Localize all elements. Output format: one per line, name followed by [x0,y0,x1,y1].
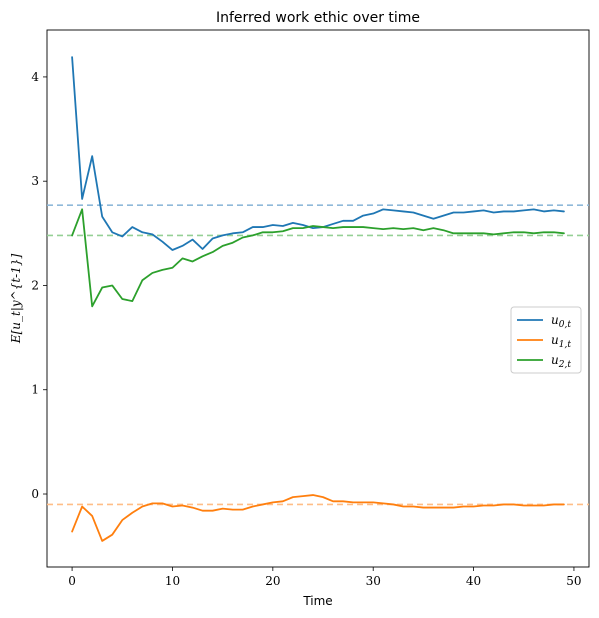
series-line-0 [71,56,565,251]
y-axis-label-group: E[u_t|y^{t-1}] [9,254,23,345]
axes-box [46,29,590,568]
y-axis-label: E[u_t|y^{t-1}] [9,254,23,345]
series-lines [71,56,565,542]
x-axis-label: Time [302,594,332,608]
series-line-2 [71,208,565,308]
chart-title: Inferred work ethic over time [216,10,420,26]
legend: u0,tu1,tu2,t [510,306,582,374]
y-tick-label-3: 3 [31,174,39,188]
y-tick-label-0: 0 [31,487,39,501]
axes-frame [46,29,590,568]
reference-lines [47,204,589,506]
y-tick-label-2: 2 [31,278,39,292]
x-tick-label-5: 50 [566,574,581,588]
legend-label-main-0: u [551,313,559,327]
legend-label-main-2: u [551,353,559,367]
legend-label-main-1: u [551,333,559,347]
x-tick-label-0: 0 [68,574,76,588]
y-axis-ticks: 0 1 2 3 4 [31,70,47,501]
x-tick-label-1: 10 [165,574,180,588]
legend-label-sub-1: 1,t [559,340,572,350]
x-axis-ticks: 0 10 20 30 40 50 [68,567,582,588]
legend-label-sub-2: 2,t [558,360,572,370]
y-tick-label-1: 1 [31,383,39,397]
legend-label-1: u1,t [551,333,571,350]
legend-label-0: u0,t [551,313,571,330]
series-line-1 [71,494,565,542]
legend-label-sub-0: 0,t [559,320,572,330]
y-tick-label-4: 4 [31,70,39,84]
x-tick-label-4: 40 [466,574,481,588]
x-tick-label-3: 30 [366,574,381,588]
legend-box [510,306,582,374]
x-tick-label-2: 20 [265,574,280,588]
legend-label-2: u2,t [551,353,571,370]
